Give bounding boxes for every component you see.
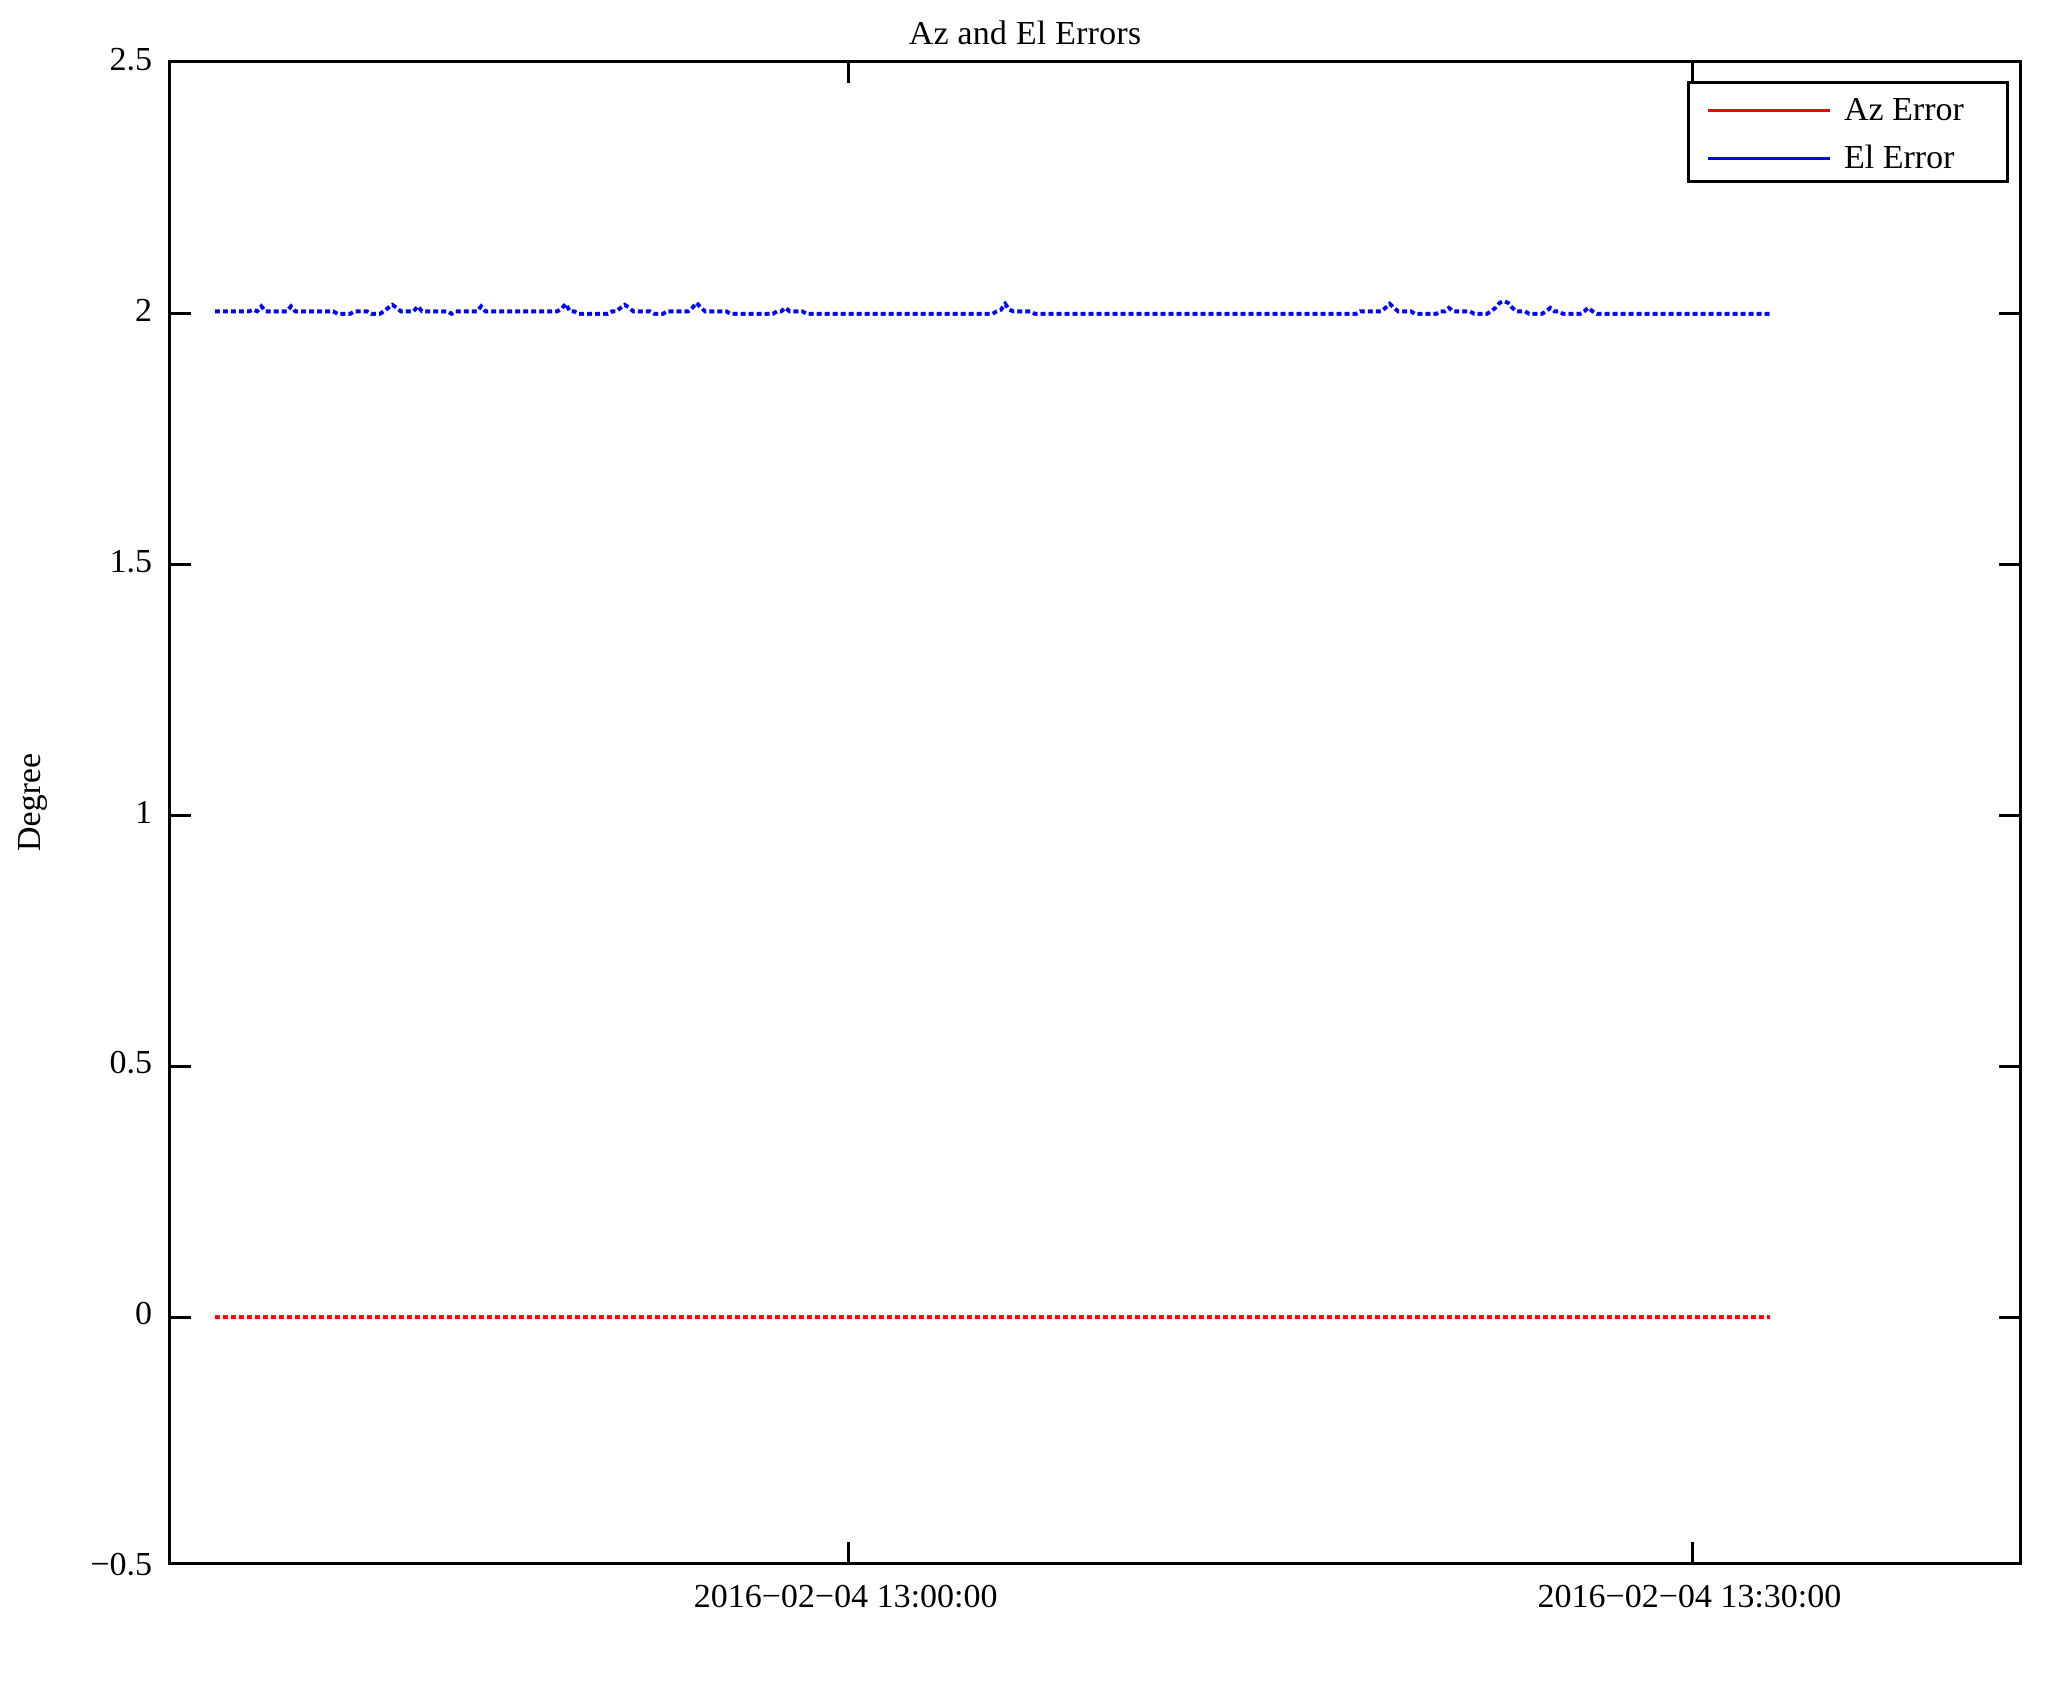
legend-label-az-error: Az Error [1844, 91, 1964, 128]
y-axis-tick-labels: 2.5 2 1.5 1 0.5 0 −0.5 [0, 43, 153, 1582]
legend-swatch-az-error [1708, 108, 1830, 112]
legend-label-el-error: El Error [1844, 139, 1955, 176]
y-tick-left [171, 1315, 191, 1319]
series-layer [214, 299, 1771, 1320]
y-tick-label: 0 [135, 1295, 152, 1333]
legend-entry-el-error[interactable]: El Error [1690, 134, 2006, 182]
y-tick-right [1999, 1064, 2019, 1068]
y-tick-right [1999, 312, 2019, 316]
y-tick-label: 2 [135, 291, 152, 329]
y-tick-label: −0.5 [90, 1546, 152, 1583]
x-tick-top [847, 63, 851, 83]
x-tick-top [1690, 63, 1694, 83]
y-tick-left [171, 814, 191, 817]
x-tick-label: 2016−02−04 13:00:00 [693, 1578, 998, 1615]
chart-title: Az and El Errors [908, 15, 1142, 52]
legend-swatch-el-error [1708, 156, 1830, 160]
x-tick-bottom [1690, 1542, 1694, 1562]
y-tick-label: 1 [135, 793, 152, 831]
y-tick-right [1999, 563, 2019, 567]
x-tick-bottom [847, 1542, 851, 1562]
y-tick-label: 2.5 [109, 41, 153, 78]
x-tick-label: 2016−02−04 13:30:00 [1537, 1578, 1842, 1615]
x-axis-tick-labels: 2016−02−04 13:00:00 2016−02−04 13:30:00 [168, 1578, 2022, 1628]
plot-inner [171, 63, 2019, 1562]
y-tick-label: 0.5 [109, 1044, 153, 1082]
y-tick-right [1999, 814, 2019, 817]
y-tick-left [171, 312, 191, 316]
y-tick-left [171, 563, 191, 567]
y-tick-label: 1.5 [109, 542, 153, 580]
series-line-el-error [214, 299, 1771, 317]
plot-area [168, 60, 2022, 1565]
legend-entry-az-error[interactable]: Az Error [1690, 86, 2006, 134]
y-tick-left [171, 1064, 191, 1068]
legend: Az Error El Error [1687, 81, 2009, 183]
y-tick-right [1999, 1315, 2019, 1319]
